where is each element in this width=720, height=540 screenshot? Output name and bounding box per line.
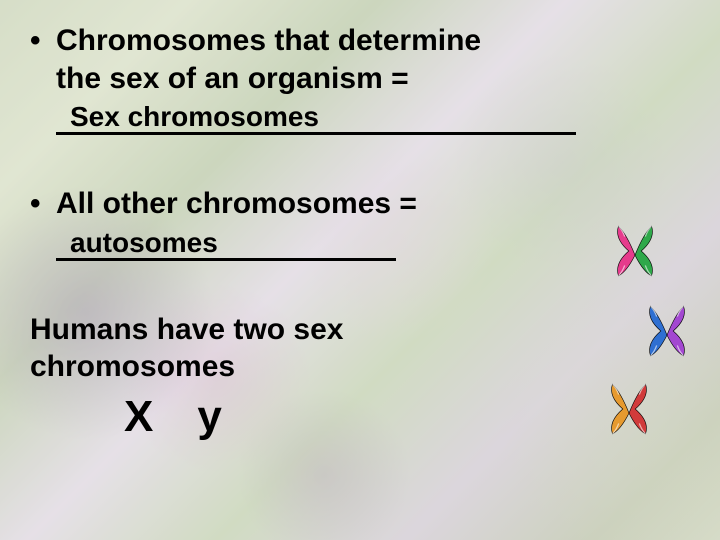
bullet-1: • Chromosomes that determine the sex of … (30, 22, 690, 137)
label-x: X (124, 392, 155, 441)
bullet-dot: • (30, 185, 56, 223)
bullet-1-line-1: Chromosomes that determine (56, 22, 690, 60)
humans-line-2: chromosomes (30, 348, 690, 386)
chromosome-icon (604, 220, 666, 282)
chromosome-icon (636, 300, 698, 362)
humans-block: Humans have two sex chromosomes (30, 311, 690, 386)
bullet-2-fill-row: autosomes (56, 223, 690, 263)
bullet-dot: • (30, 22, 56, 60)
bullet-1-answer: Sex chromosomes (70, 101, 319, 133)
chromosome-icon (598, 378, 660, 440)
bullet-1-fill-row: Sex chromosomes (56, 97, 690, 137)
bullet-2-answer: autosomes (70, 227, 218, 259)
bullet-2-underline (56, 258, 396, 261)
humans-line-1: Humans have two sex (30, 311, 690, 349)
bullet-1-underline (56, 132, 576, 135)
bullet-2: • All other chromosomes = autosomes (30, 185, 690, 263)
label-y: y (197, 392, 223, 441)
bullet-2-line-1: All other chromosomes = (56, 185, 690, 223)
bullet-1-line-2: the sex of an organism = (56, 60, 690, 98)
